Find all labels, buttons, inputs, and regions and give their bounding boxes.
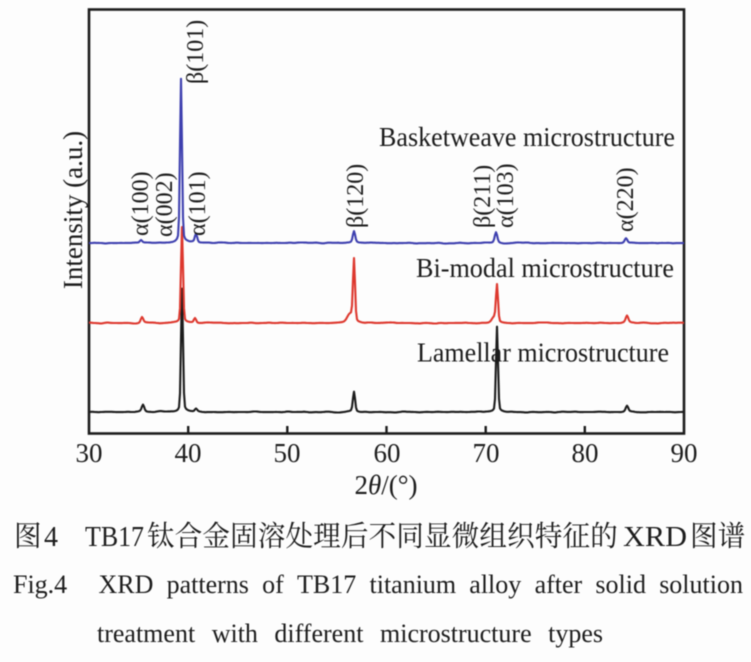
svg-text:80: 80 [572,438,599,468]
svg-text:40: 40 [175,438,202,468]
svg-text:4: 4 [44,522,58,553]
svg-text:different: different [274,619,364,648]
svg-text:β(120): β(120) [343,164,369,228]
svg-text:90: 90 [671,438,698,468]
svg-text:alloy: alloy [469,570,521,599]
svg-text:Lamellar microstructure: Lamellar microstructure [417,338,669,368]
svg-text:Basketweave microstructure: Basketweave microstructure [379,122,675,152]
svg-text:treatment: treatment [97,619,196,648]
svg-text:α(103): α(103) [493,163,519,228]
svg-text:microstructure: microstructure [380,619,532,648]
svg-text:with: with [212,619,258,648]
svg-text:Fig.4: Fig.4 [13,570,67,599]
svg-text:titanium: titanium [370,570,457,599]
svg-text:2θ/(°): 2θ/(°) [354,470,417,500]
svg-text:solid: solid [595,570,646,599]
svg-text:of: of [262,570,284,599]
svg-text:after: after [535,570,583,599]
svg-text:β(101): β(101) [183,20,209,84]
svg-text:TB17: TB17 [85,522,144,553]
svg-text:α(002): α(002) [152,172,178,237]
svg-text:types: types [548,619,603,648]
svg-text:Intensity (a.u.): Intensity (a.u.) [58,131,88,289]
svg-text:Bi-modal microstructure: Bi-modal microstructure [416,253,674,283]
svg-text:30: 30 [76,438,103,468]
svg-text:70: 70 [473,438,500,468]
svg-text:β(211): β(211) [470,165,496,228]
svg-text:50: 50 [274,438,301,468]
svg-text:solution: solution [659,570,743,599]
svg-text:α(100): α(100) [128,171,154,236]
svg-text:α(101): α(101) [185,171,211,236]
svg-text:α(220): α(220) [613,167,639,232]
svg-text:60: 60 [374,438,401,468]
svg-text:TB17: TB17 [297,570,356,599]
svg-text:patterns: patterns [167,570,249,599]
svg-text:XRD: XRD [99,570,154,599]
svg-text:XRD: XRD [623,522,687,553]
